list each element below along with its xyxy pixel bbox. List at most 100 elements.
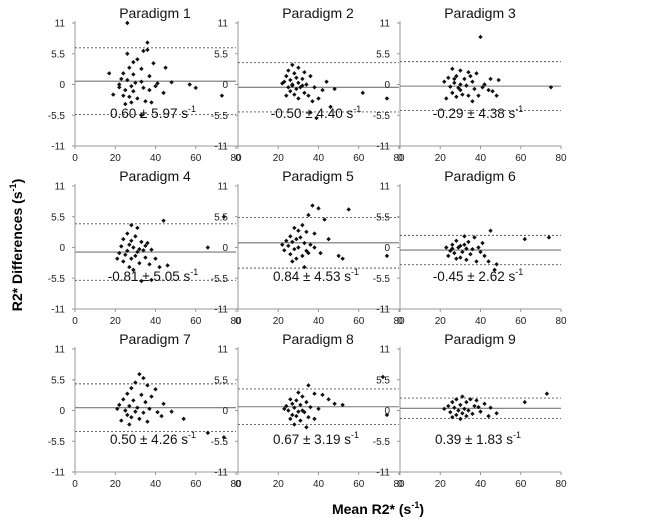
data-point: [288, 416, 293, 422]
data-point: [458, 402, 463, 408]
data-point: [294, 86, 299, 92]
annotation-value: -0.50 ± 4.40 s: [271, 106, 354, 121]
data-point: [145, 47, 150, 53]
agreement-annotation: 0.50 ± 4.26 s-1: [110, 430, 196, 447]
data-point: [444, 245, 449, 250]
panel-paradigm-9: 11 5.5 0 -5.5 -11 0 20 40 60 80 Paradigm 9 0.39 ± 1…: [373, 331, 567, 490]
x-axis-title-close: ): [419, 501, 424, 517]
annotation-value: 0.84 ± 4.53 s: [273, 269, 351, 284]
x-axis-title-main: Mean R2* (s: [332, 501, 412, 517]
agreement-annotation: -0.50 ± 4.40 s-1: [271, 104, 361, 121]
data-point: [129, 385, 134, 391]
data-point: [135, 96, 140, 101]
data-point: [304, 82, 309, 87]
data-point: [460, 92, 465, 97]
annotation-unit-sup: -1: [188, 430, 196, 440]
x-tick-label: 80: [393, 479, 405, 490]
data-point: [304, 229, 309, 235]
annotation-unit-sup: -1: [515, 267, 523, 277]
y-axis-title-close: ): [9, 179, 25, 184]
data-point: [306, 250, 311, 256]
data-point: [486, 259, 491, 264]
data-point: [300, 222, 305, 228]
x-tick-label: 0: [397, 316, 403, 327]
data-point: [454, 397, 459, 402]
data-point: [153, 387, 158, 392]
data-point: [300, 408, 305, 413]
y-tick-label: 5.5: [376, 375, 390, 386]
data-point: [450, 90, 455, 96]
data-point: [322, 217, 327, 222]
x-tick-label: 60: [190, 316, 202, 327]
data-point: [141, 85, 146, 91]
data-point: [302, 264, 307, 270]
data-point: [290, 412, 295, 418]
data-point: [121, 71, 126, 76]
data-point: [149, 247, 154, 252]
x-tick-label: 20: [110, 153, 122, 164]
agreement-annotation: -0.45 ± 2.62 s-1: [433, 267, 523, 284]
annotation-value: -0.45 ± 2.62 s: [433, 269, 516, 284]
data-point: [129, 83, 134, 89]
y-tick-label: 11: [55, 182, 66, 193]
y-tick-label: 0: [222, 406, 228, 417]
y-tick-label: 0: [59, 406, 65, 417]
x-tick-label: 80: [230, 479, 242, 490]
x-tick-label: 20: [110, 479, 122, 490]
data-point: [468, 73, 473, 79]
panel-title: Paradigm 8: [282, 331, 354, 347]
data-point: [286, 408, 291, 413]
x-tick-label: 60: [353, 316, 365, 327]
y-tick-label: -5.5: [48, 111, 66, 122]
data-point: [221, 435, 227, 440]
y-tick-label: 5.5: [376, 49, 390, 60]
data-point: [308, 242, 313, 247]
x-tick-label: 60: [353, 153, 365, 164]
data-point: [482, 253, 487, 259]
data-point: [452, 80, 457, 86]
data-point: [284, 73, 289, 79]
data-point: [286, 68, 291, 73]
data-point: [294, 413, 299, 419]
data-point: [466, 70, 471, 75]
y-tick-label: -11: [214, 468, 228, 479]
data-point: [123, 252, 128, 257]
data-point: [123, 87, 128, 93]
data-point: [464, 413, 469, 419]
data-point: [137, 246, 142, 252]
data-point: [448, 409, 453, 415]
y-tick-label: -11: [376, 305, 390, 316]
data-point: [147, 87, 152, 93]
data-point: [296, 80, 301, 86]
data-point: [123, 408, 128, 413]
data-point: [147, 406, 152, 412]
data-point: [446, 253, 451, 259]
data-point: [300, 83, 305, 88]
data-point: [302, 240, 307, 246]
data-point: [133, 380, 138, 385]
annotation-unit-sup: -1: [351, 267, 359, 277]
data-point: [310, 99, 315, 104]
data-point: [312, 85, 317, 90]
data-point: [522, 399, 527, 405]
data-point: [292, 422, 297, 427]
data-point: [458, 255, 463, 260]
data-point: [488, 405, 493, 410]
x-axis-title-sup: -1: [411, 500, 419, 510]
data-point: [123, 101, 128, 107]
data-point: [292, 246, 297, 252]
x-tick-label: 0: [235, 153, 241, 164]
data-point: [298, 418, 303, 423]
panel-paradigm-6: 11 5.5 0 -5.5 -11 0 20 40 60 80 Paradigm 6 -0.45 ± …: [373, 168, 567, 327]
data-point: [470, 99, 475, 104]
data-point: [466, 239, 471, 245]
y-tick-label: 11: [218, 345, 229, 356]
data-point: [161, 401, 166, 406]
data-point: [384, 96, 390, 101]
data-point: [125, 77, 130, 83]
data-point: [478, 409, 483, 414]
data-point: [466, 93, 471, 98]
panel-paradigm-2: 11 5.5 0 -5.5 -11 0 20 40 60 80 Paradigm 2 -0.50 ± …: [211, 5, 405, 164]
data-point: [129, 222, 134, 228]
x-tick-label: 20: [435, 479, 447, 490]
